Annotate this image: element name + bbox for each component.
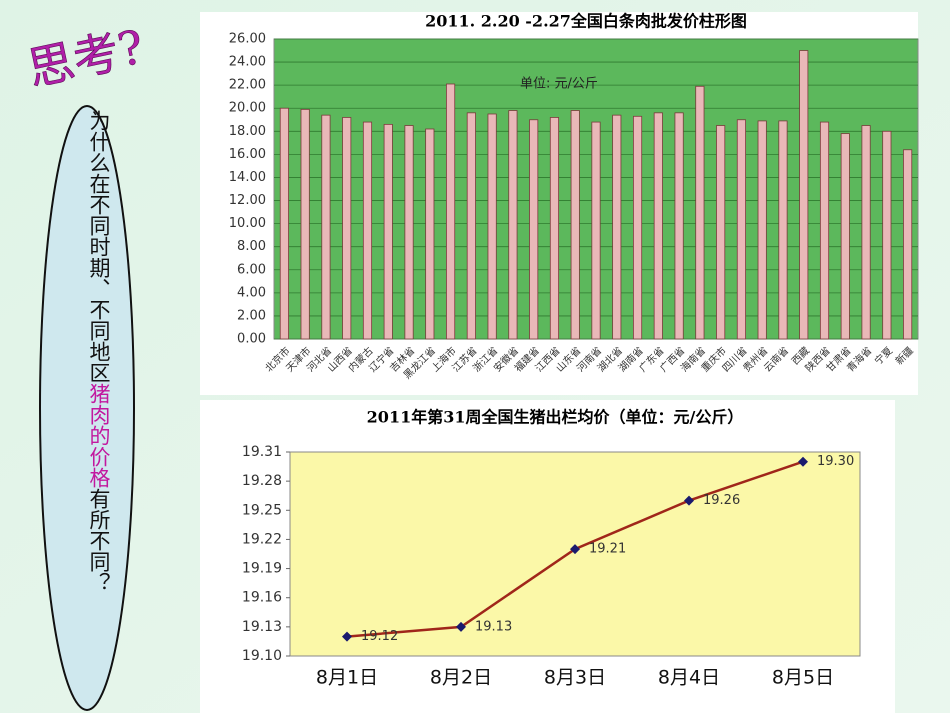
- question-text: 有所不同？: [87, 488, 111, 593]
- chart-title: 2011年第31周全国生猪出栏均价（单位：元/公斤）: [367, 408, 744, 427]
- y-tick-label: 19.10: [242, 648, 282, 664]
- bar: [799, 50, 809, 340]
- x-tick-label: 8月2日: [430, 667, 492, 689]
- bar: [279, 107, 289, 340]
- bar: [861, 125, 871, 340]
- y-tick-label: 16.00: [229, 147, 266, 162]
- value-label: 19.13: [475, 619, 512, 634]
- bar: [529, 119, 539, 340]
- value-label: 19.12: [361, 629, 398, 644]
- bar: [716, 125, 726, 340]
- bar: [487, 113, 497, 340]
- y-tick-label: 8.00: [237, 239, 266, 254]
- bar: [591, 121, 601, 340]
- bar: [342, 117, 352, 340]
- bar: [840, 133, 850, 340]
- question-highlight: 猪肉的价格: [87, 383, 111, 488]
- bar: [383, 123, 393, 340]
- bar: [466, 112, 476, 340]
- y-tick-label: 19.22: [242, 531, 282, 547]
- chart-title: 2011. 2.20 -2.27全国白条肉批发价柱形图: [425, 12, 747, 31]
- bar: [632, 115, 643, 340]
- bar: [321, 114, 331, 340]
- bar: [653, 112, 663, 340]
- bar: [362, 121, 373, 340]
- bar: [882, 130, 892, 340]
- y-tick-label: 22.00: [229, 78, 266, 93]
- value-label: 19.21: [589, 542, 626, 557]
- annotation: 单位: 元/公斤: [520, 77, 598, 92]
- value-label: 19.30: [817, 454, 854, 469]
- bar: [612, 114, 622, 340]
- x-tick-label: 8月4日: [658, 667, 720, 689]
- y-tick-label: 14.00: [229, 170, 266, 185]
- marker: [342, 631, 352, 642]
- y-tick-label: 18.00: [229, 124, 266, 139]
- bar: [903, 149, 913, 340]
- y-tick-label: 19.28: [242, 473, 282, 489]
- bar: [778, 120, 788, 340]
- x-tick-label: 8月1日: [316, 667, 378, 689]
- y-tick-label: 2.00: [237, 308, 266, 323]
- bar: [757, 120, 767, 340]
- y-tick-label: 10.00: [229, 216, 266, 231]
- question-text: 为什么在不同时期、不同地区: [87, 110, 111, 383]
- y-tick-label: 24.00: [229, 55, 266, 70]
- ellipse: [39, 105, 135, 711]
- marker: [798, 456, 808, 467]
- bar: [674, 112, 684, 340]
- y-tick-label: 19.13: [242, 619, 282, 635]
- bar: [508, 110, 518, 340]
- y-tick-label: 19.16: [242, 590, 282, 606]
- y-tick-label: 12.00: [229, 193, 266, 208]
- bar: [300, 108, 310, 340]
- y-tick-label: 19.19: [242, 561, 282, 577]
- y-tick-label: 19.25: [242, 502, 282, 518]
- y-tick-label: 20.00: [229, 101, 266, 116]
- y-tick-label: 26.00: [229, 32, 266, 47]
- x-tick-label: 8月3日: [544, 667, 606, 689]
- bar: [695, 85, 705, 340]
- x-tick-label: 8月5日: [772, 667, 834, 689]
- bar: [736, 119, 746, 340]
- bar: [425, 128, 435, 340]
- bar: [446, 83, 456, 340]
- y-tick-label: 19.31: [242, 444, 282, 460]
- question: 为什么在不同时期、不同地区猪肉的价格有所不同？: [62, 110, 112, 710]
- value-label: 19.26: [703, 493, 740, 508]
- y-tick-label: 0.00: [237, 332, 266, 347]
- bar: [570, 110, 580, 340]
- bar: [404, 125, 414, 340]
- marker: [456, 621, 466, 632]
- marker: [570, 544, 580, 555]
- marker: [684, 495, 694, 506]
- bar: [819, 121, 830, 340]
- bar: [549, 117, 560, 340]
- y-tick-label: 6.00: [237, 262, 266, 277]
- y-tick-label: 4.00: [237, 285, 266, 300]
